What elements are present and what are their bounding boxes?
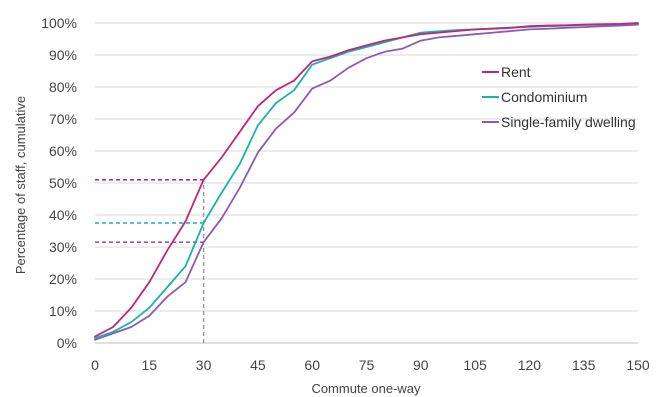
x-tick-label: 105 xyxy=(463,357,487,373)
x-tick-label: 75 xyxy=(359,357,375,373)
x-tick-label: 120 xyxy=(518,357,542,373)
y-tick-label: 0% xyxy=(57,335,77,351)
x-tick-label: 30 xyxy=(196,357,212,373)
legend-label: Condominium xyxy=(501,89,587,105)
series-line-single-family-dwelling xyxy=(94,23,639,341)
y-tick-label: 20% xyxy=(49,271,77,287)
axes: 0% 10% 20% 30% 40% 50% 60% 70% 80% 90% 100% 0 15 30 45… xyxy=(41,15,650,373)
y-tick-label: 10% xyxy=(49,303,77,319)
x-tick-label: 15 xyxy=(142,357,158,373)
legend-label: Single-family dwelling xyxy=(501,114,636,130)
x-tick-label: 90 xyxy=(413,357,429,373)
gridlines xyxy=(95,22,638,344)
x-tick-label: 45 xyxy=(250,357,266,373)
y-tick-label: 100% xyxy=(41,15,77,31)
x-tick-label: 135 xyxy=(572,357,596,373)
series-lines xyxy=(94,22,639,341)
y-tick-label: 60% xyxy=(49,143,77,159)
y-tick-label: 70% xyxy=(49,111,77,127)
legend: Rent Condominium Single-family dwelling xyxy=(482,64,636,130)
legend-label: Rent xyxy=(501,64,531,80)
reference-lines xyxy=(95,179,205,343)
y-tick-label: 90% xyxy=(49,47,77,63)
series-line-condominium xyxy=(94,22,639,340)
y-tick-label: 30% xyxy=(49,239,77,255)
y-axis-title: Percentage of staff, cumulative xyxy=(13,96,28,274)
series-line-rent xyxy=(94,22,639,338)
y-tick-label: 80% xyxy=(49,79,77,95)
y-tick-label: 40% xyxy=(49,207,77,223)
x-axis-title: Commute one-way xyxy=(311,381,421,396)
x-tick-label: 150 xyxy=(626,357,650,373)
x-tick-label: 0 xyxy=(91,357,99,373)
x-tick-label: 60 xyxy=(304,357,320,373)
y-tick-label: 50% xyxy=(49,175,77,191)
